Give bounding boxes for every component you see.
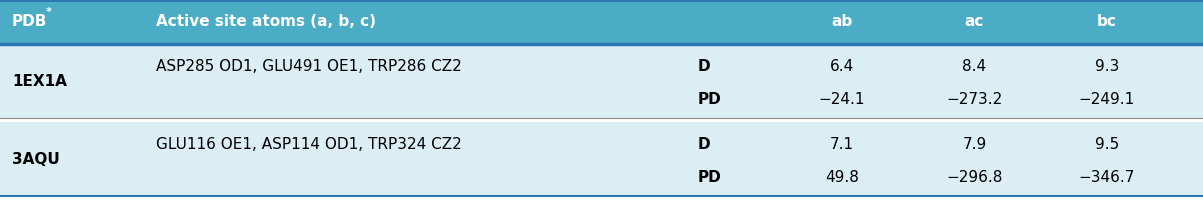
Text: −273.2: −273.2 [947, 92, 1002, 107]
Text: ac: ac [965, 15, 984, 29]
Text: GLU116 OE1, ASP114 OD1, TRP324 CZ2: GLU116 OE1, ASP114 OD1, TRP324 CZ2 [156, 137, 462, 152]
Text: bc: bc [1097, 15, 1116, 29]
Text: 49.8: 49.8 [825, 170, 859, 185]
Text: PD: PD [698, 170, 722, 185]
Text: ab: ab [831, 15, 853, 29]
Text: D: D [698, 137, 710, 152]
Text: D: D [698, 59, 710, 74]
Text: −296.8: −296.8 [947, 170, 1002, 185]
Text: 6.4: 6.4 [830, 59, 854, 74]
Text: ASP285 OD1, GLU491 OE1, TRP286 CZ2: ASP285 OD1, GLU491 OE1, TRP286 CZ2 [156, 59, 462, 74]
Text: PD: PD [698, 92, 722, 107]
Text: 7.9: 7.9 [962, 137, 986, 152]
Text: 7.1: 7.1 [830, 137, 854, 152]
Text: −24.1: −24.1 [819, 92, 865, 107]
Text: −249.1: −249.1 [1079, 92, 1134, 107]
Text: *: * [46, 7, 52, 17]
Text: 3AQU: 3AQU [12, 152, 60, 166]
Text: 9.3: 9.3 [1095, 59, 1119, 74]
Text: 1EX1A: 1EX1A [12, 73, 67, 88]
Bar [0, 44, 1203, 118]
Text: −346.7: −346.7 [1079, 170, 1134, 185]
Text: PDB: PDB [12, 15, 47, 29]
Text: 9.5: 9.5 [1095, 137, 1119, 152]
Bar [0, 122, 1203, 196]
Text: Active site atoms (a, b, c): Active site atoms (a, b, c) [156, 15, 377, 29]
Text: 8.4: 8.4 [962, 59, 986, 74]
Bar [0, 0, 1203, 44]
